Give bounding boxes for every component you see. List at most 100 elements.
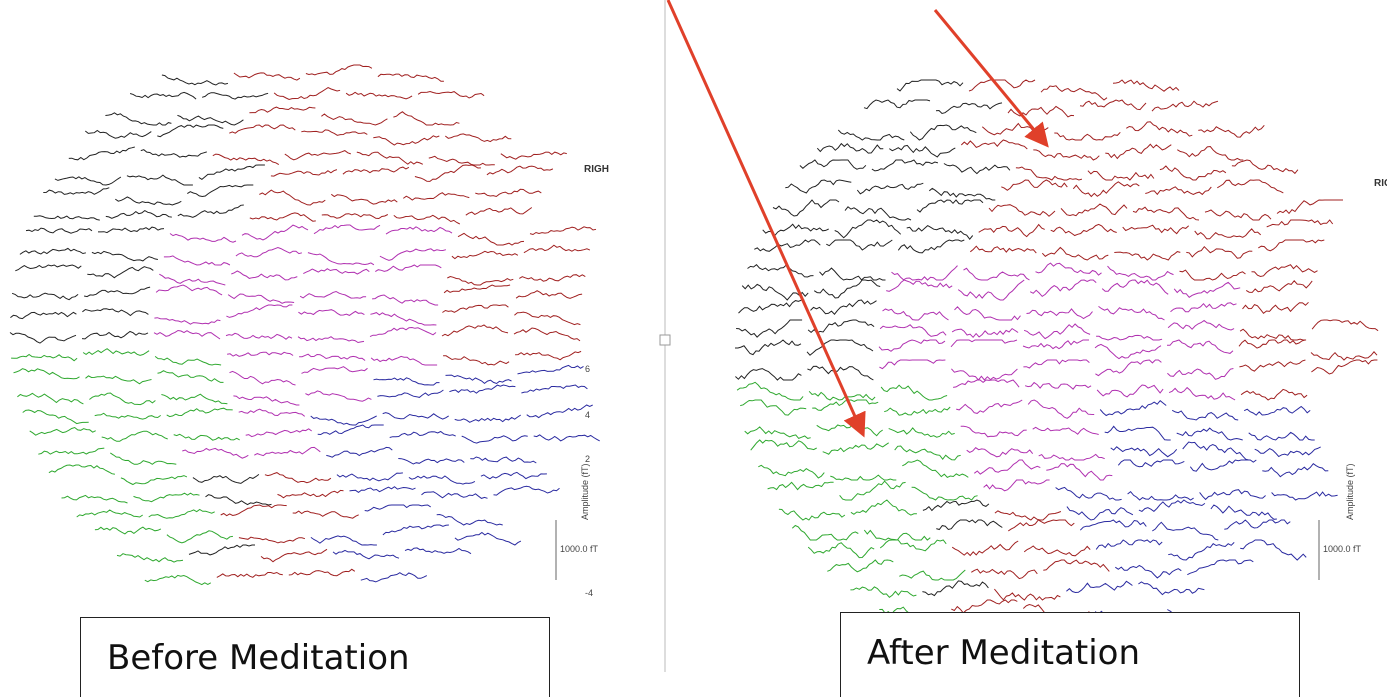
axis-label: Amplitude (fT) bbox=[1345, 463, 1355, 520]
sensor-trace bbox=[988, 204, 1056, 217]
sensor-trace bbox=[1095, 539, 1163, 550]
sensor-trace bbox=[1023, 323, 1091, 340]
sensor-trace bbox=[806, 339, 874, 356]
sensor-trace bbox=[153, 329, 221, 340]
sensor-trace bbox=[971, 568, 1038, 580]
sensor-trace bbox=[443, 355, 510, 366]
sensor-trace bbox=[951, 327, 1019, 339]
sensor-trace bbox=[916, 199, 984, 213]
sensor-trace bbox=[385, 226, 453, 235]
sensor-trace bbox=[299, 290, 367, 299]
sensor-trace bbox=[292, 510, 359, 519]
sensor-traces bbox=[9, 64, 1379, 621]
sensor-trace bbox=[1248, 431, 1315, 441]
sensor-trace bbox=[1187, 559, 1254, 576]
sensor-trace bbox=[11, 292, 79, 301]
sensor-trace bbox=[1217, 179, 1284, 194]
sensor-trace bbox=[305, 64, 373, 76]
sensor-trace bbox=[389, 430, 456, 438]
sensor-trace bbox=[192, 473, 260, 484]
sensor-trace bbox=[321, 213, 389, 220]
sensor-trace bbox=[9, 332, 77, 344]
sensor-trace bbox=[245, 428, 312, 438]
sensor-trace bbox=[403, 192, 470, 201]
sensor-trace bbox=[129, 91, 197, 100]
sensor-trace bbox=[379, 248, 447, 261]
sensor-trace bbox=[758, 464, 825, 479]
sensor-trace bbox=[1107, 265, 1174, 281]
sensor-trace bbox=[205, 494, 272, 506]
sensor-trace bbox=[349, 486, 416, 494]
sensor-trace bbox=[879, 539, 947, 552]
sensor-trace bbox=[84, 286, 151, 298]
sensor-trace bbox=[225, 332, 293, 340]
sensor-trace bbox=[1032, 426, 1099, 435]
tick-label: 4 bbox=[585, 410, 590, 420]
sensor-trace bbox=[298, 309, 365, 316]
sensor-trace bbox=[1182, 441, 1249, 461]
sensor-trace bbox=[863, 99, 931, 110]
sensor-trace bbox=[943, 163, 1011, 175]
sensor-trace bbox=[1167, 368, 1234, 380]
sensor-trace bbox=[1046, 463, 1113, 481]
sensor-trace bbox=[182, 447, 249, 459]
sensor-trace bbox=[1127, 491, 1194, 501]
arrow bbox=[666, 0, 866, 438]
sensor-trace bbox=[249, 212, 316, 222]
sensor-trace bbox=[1055, 486, 1122, 501]
sensor-trace bbox=[259, 189, 326, 206]
sensor-trace bbox=[1238, 339, 1306, 349]
panel-labels: RIGH 1000.0 fT Amplitude (fT) 6 4 2 -4 RIG 1000.… bbox=[555, 164, 1387, 598]
sensor-trace bbox=[231, 270, 298, 281]
sensor-trace bbox=[229, 124, 296, 134]
sensor-trace bbox=[166, 530, 233, 544]
sensor-trace bbox=[1239, 359, 1306, 372]
sensor-trace bbox=[767, 481, 834, 491]
sensor-trace bbox=[1138, 499, 1206, 513]
sensor-trace bbox=[837, 129, 905, 141]
sensor-trace bbox=[38, 447, 105, 455]
sensor-trace bbox=[441, 324, 509, 337]
sensor-trace bbox=[1105, 143, 1172, 160]
sensor-trace bbox=[741, 283, 809, 301]
sensor-trace bbox=[863, 529, 931, 541]
sensor-trace bbox=[951, 599, 1018, 614]
sensor-trace bbox=[1254, 446, 1321, 458]
sensor-trace bbox=[772, 199, 840, 217]
sensor-trace bbox=[303, 268, 370, 275]
sensor-trace bbox=[226, 304, 293, 318]
sensor-trace bbox=[1114, 251, 1181, 261]
sensor-trace bbox=[227, 351, 294, 357]
sensor-trace bbox=[105, 112, 172, 126]
sensor-trace bbox=[382, 524, 449, 536]
sensor-trace bbox=[1096, 384, 1164, 398]
sensor-trace bbox=[906, 224, 974, 241]
sensor-trace bbox=[436, 513, 503, 526]
sensor-trace bbox=[1096, 334, 1163, 341]
sensor-trace bbox=[1159, 165, 1227, 181]
sensor-trace bbox=[161, 74, 229, 86]
sensor-trace bbox=[960, 139, 1028, 150]
sensor-trace bbox=[736, 319, 803, 338]
sensor-trace bbox=[514, 311, 581, 326]
sensor-trace bbox=[950, 339, 1018, 348]
sensor-trace bbox=[444, 133, 512, 143]
sensor-trace bbox=[89, 392, 156, 406]
sensor-trace bbox=[880, 384, 948, 401]
sensor-trace bbox=[1177, 145, 1244, 161]
sensor-trace bbox=[451, 250, 519, 260]
sensor-trace bbox=[969, 245, 1037, 254]
sensor-trace bbox=[15, 264, 82, 272]
sensor-trace bbox=[91, 250, 158, 262]
sensor-trace bbox=[889, 144, 956, 158]
sensor-trace bbox=[978, 223, 1045, 238]
sensor-trace bbox=[922, 580, 989, 597]
sensor-trace bbox=[521, 384, 588, 394]
sensor-trace bbox=[1204, 209, 1272, 221]
arrow bbox=[933, 9, 1049, 148]
sensor-trace bbox=[297, 336, 365, 344]
sensor-trace bbox=[1151, 100, 1219, 112]
sensor-trace bbox=[332, 549, 400, 560]
sensor-trace bbox=[1079, 99, 1147, 111]
sensor-trace bbox=[515, 290, 583, 299]
